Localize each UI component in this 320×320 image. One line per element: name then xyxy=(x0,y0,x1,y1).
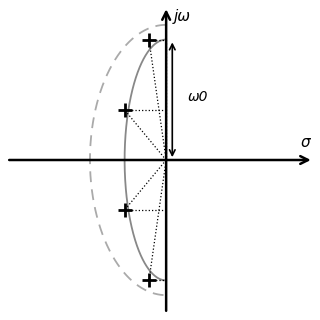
Text: σ: σ xyxy=(300,135,310,150)
Text: jω: jω xyxy=(173,9,190,24)
Text: ω0: ω0 xyxy=(188,90,209,104)
